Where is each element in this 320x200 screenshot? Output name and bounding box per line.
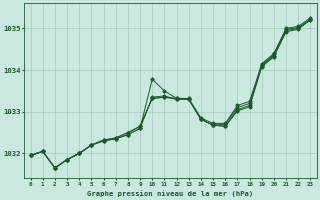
X-axis label: Graphe pression niveau de la mer (hPa): Graphe pression niveau de la mer (hPa) bbox=[87, 190, 254, 197]
